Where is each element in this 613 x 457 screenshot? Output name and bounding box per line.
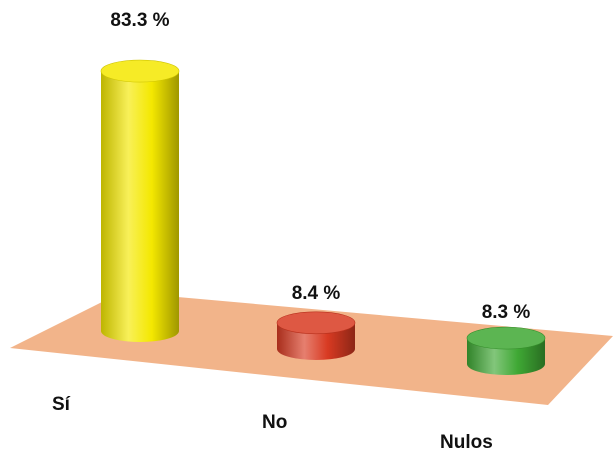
bar-1: [276, 311, 356, 360]
value-label: 8.4 %: [292, 283, 341, 304]
bar-top: [276, 311, 356, 335]
label-group: 83.3 % Sí 8.4 % No 8.3 % Nulos: [52, 10, 530, 453]
category-label: Nulos: [440, 432, 493, 453]
bar-2: [466, 326, 546, 375]
bar-top: [466, 326, 546, 350]
bar-top: [100, 59, 180, 83]
bar-group: [100, 59, 546, 375]
bar-0: [100, 59, 180, 342]
bar-body: [101, 71, 179, 342]
category-label: Sí: [52, 394, 71, 415]
category-label: No: [262, 412, 287, 433]
value-label: 83.3 %: [110, 10, 169, 31]
value-label: 8.3 %: [482, 302, 531, 323]
